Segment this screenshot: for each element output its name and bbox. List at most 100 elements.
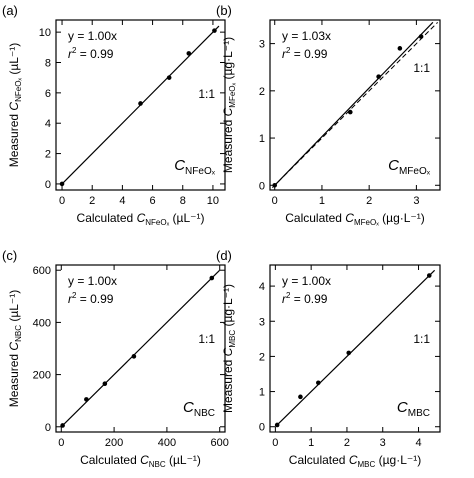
r-superscript: 2 xyxy=(72,291,77,300)
y-tick-label: 4 xyxy=(259,281,265,293)
r-value: = 0.99 xyxy=(76,292,113,306)
data-point xyxy=(316,380,321,386)
equation-label: y = 1.00x xyxy=(282,274,331,288)
r-value: = 0.99 xyxy=(76,47,113,61)
plot-frame xyxy=(269,264,441,433)
data-point xyxy=(131,354,137,359)
y-label-unit: (µg·L⁻¹) xyxy=(221,37,235,83)
panel-3: 0 200 400 600 0 200 400 600 y = 1.00x r2 = 0.99 1:… xyxy=(2,248,229,469)
r-squared-label: r2 = 0.99 xyxy=(282,46,328,61)
equation-label: y = 1.00x xyxy=(68,274,117,288)
x-tick-label: 0 xyxy=(58,437,64,449)
y-label-prefix: Measured xyxy=(221,356,235,413)
y-label-symbol: C xyxy=(221,347,235,356)
plot-frame xyxy=(55,19,226,191)
x-label-prefix: Calculated xyxy=(80,453,140,467)
x-tick-label: 2 xyxy=(366,195,372,207)
ratio-label: 1:1 xyxy=(198,332,215,346)
y-label-unit: (µL⁻¹) xyxy=(7,290,21,325)
y-label-prefix: Measured xyxy=(221,116,235,173)
ratio-label: 1:1 xyxy=(198,87,215,101)
y-axis-label: Measured CNBC (µL⁻¹) xyxy=(7,290,23,408)
y-tick-label: 1 xyxy=(259,387,265,399)
r-value: = 0.99 xyxy=(290,292,327,306)
y-tick-label: 6 xyxy=(45,88,51,100)
y-tick-label: 8 xyxy=(45,58,51,70)
x-tick-label: 2 xyxy=(89,195,95,207)
data-point xyxy=(347,109,353,115)
y-label-subscript: MBC xyxy=(228,330,237,348)
x-axis-label: Calculated CNBC (µL⁻¹) xyxy=(80,453,201,469)
y-label-subscript: NFeOₓ xyxy=(14,78,23,102)
data-point xyxy=(298,394,303,400)
x-tick-label: 1 xyxy=(319,195,325,207)
plot-frame xyxy=(55,264,226,433)
x-label-subscript: NBC xyxy=(149,460,166,469)
x-label-subscript: NFeOₓ xyxy=(145,218,169,227)
x-tick-label: 6 xyxy=(150,195,156,207)
y-tick-label: 1 xyxy=(259,133,265,145)
series-symbol: C xyxy=(388,157,399,174)
r-squared-label: r2 = 0.99 xyxy=(68,291,114,306)
x-tick-label: 0 xyxy=(272,195,278,207)
x-axis-label: Calculated CMFeOₓ (µg·L⁻¹) xyxy=(285,211,425,227)
y-tick-label: 10 xyxy=(39,27,51,39)
data-point xyxy=(166,75,172,80)
x-label-symbol: C xyxy=(137,211,146,225)
x-tick-label: 4 xyxy=(415,437,421,449)
r-squared-label: r2 = 0.99 xyxy=(68,46,114,61)
x-label-unit: (µL⁻¹) xyxy=(166,453,201,467)
series-label: CMFeOₓ xyxy=(388,157,431,177)
data-point xyxy=(84,397,89,402)
series-subscript: MFeOₓ xyxy=(399,166,431,177)
data-point xyxy=(102,381,108,387)
data-point xyxy=(60,423,65,428)
y-axis-label: Measured CMFeOₓ (µg·L⁻¹) xyxy=(221,37,237,173)
x-label-prefix: Calculated xyxy=(285,211,345,225)
x-tick-label: 0 xyxy=(272,437,278,449)
x-tick-label: 600 xyxy=(211,437,229,449)
y-tick-label: 3 xyxy=(259,316,265,328)
x-label-subscript: MFeOₓ xyxy=(354,218,379,227)
y-tick-label: 3 xyxy=(259,39,265,51)
series-label: CNBC xyxy=(183,399,215,419)
y-label-unit: (µg·L⁻¹) xyxy=(221,284,235,330)
x-tick-label: 3 xyxy=(413,195,419,207)
data-point xyxy=(376,74,381,79)
panel-label: (d) xyxy=(216,248,232,263)
data-point xyxy=(138,101,143,106)
data-point xyxy=(212,28,217,33)
x-axis-label: Calculated CNFeOₓ (µL⁻¹) xyxy=(77,211,205,227)
plot-frame xyxy=(269,19,441,191)
x-label-unit: (µL⁻¹) xyxy=(169,211,204,225)
x-axis-label: Calculated CMBC (µg·L⁻¹) xyxy=(289,453,421,469)
y-label-prefix: Measured xyxy=(7,351,21,408)
x-tick-label: 0 xyxy=(59,195,65,207)
x-tick-label: 3 xyxy=(380,437,386,449)
series-label: CNFeOₓ xyxy=(174,157,216,177)
equation-label: y = 1.00x xyxy=(68,29,117,43)
series-symbol: C xyxy=(397,399,408,416)
series-symbol: C xyxy=(174,157,185,174)
y-tick-label: 0 xyxy=(45,422,51,434)
x-label-unit: (µg·L⁻¹) xyxy=(379,211,425,225)
fit-line xyxy=(274,21,434,186)
x-tick-label: 8 xyxy=(180,195,186,207)
r-value: = 0.99 xyxy=(290,47,327,61)
r-superscript: 2 xyxy=(286,46,291,55)
series-subscript: NFeOₓ xyxy=(185,166,216,177)
r-superscript: 2 xyxy=(72,46,77,55)
r-symbol: r xyxy=(282,292,287,306)
x-label-unit: (µg·L⁻¹) xyxy=(375,453,421,467)
panel-label: (b) xyxy=(216,3,232,18)
equation-label: y = 1.03x xyxy=(282,29,331,43)
y-tick-label: 4 xyxy=(45,118,51,130)
data-point xyxy=(209,275,215,281)
x-tick-label: 4 xyxy=(119,195,125,207)
series-symbol: C xyxy=(183,399,194,416)
y-axis-label: Measured CMBC (µg·L⁻¹) xyxy=(221,284,237,413)
panel-label: (a) xyxy=(2,3,18,18)
